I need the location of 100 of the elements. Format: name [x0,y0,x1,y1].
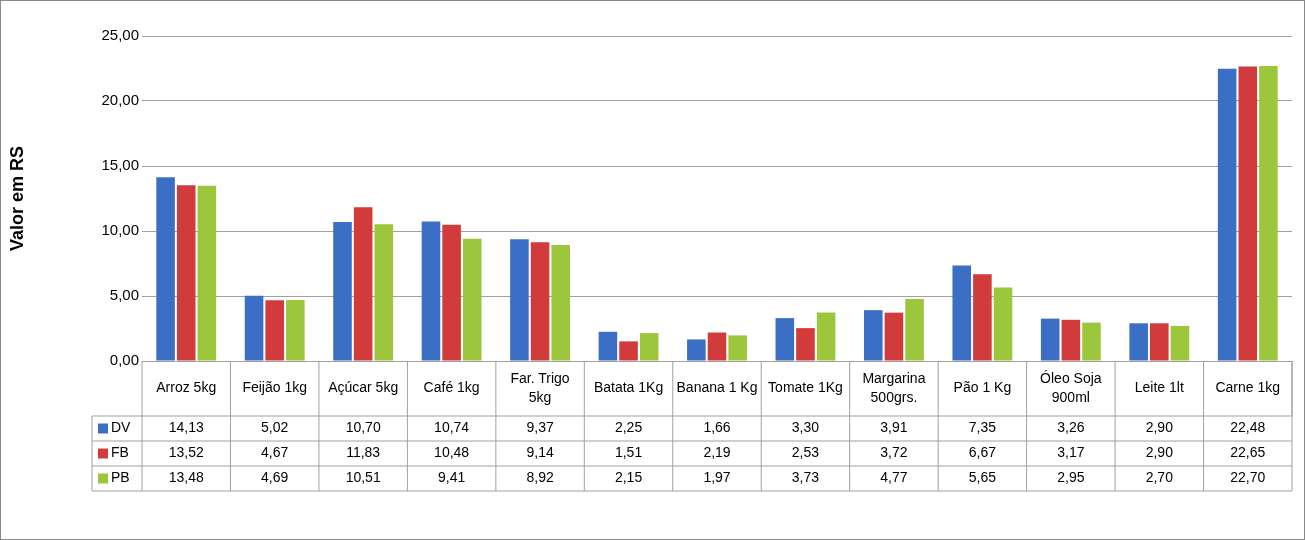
y-tick-label: 20,00 [101,91,139,109]
bar [333,221,352,361]
x-tick-label: Far. Trigo 5kg [510,369,570,405]
data-label: 10,74 [434,419,470,436]
bar [619,341,638,361]
data-label: 3,26 [1057,419,1085,436]
bar [728,335,747,361]
legend-label: DV [111,419,132,436]
data-label: 8,92 [526,469,554,486]
bar [598,331,618,361]
data-label: 9,37 [526,419,554,436]
bar [816,312,836,361]
data-label: 1,97 [703,469,731,486]
data-label: 3,17 [1057,444,1085,461]
data-label: 2,53 [791,444,820,461]
bar [374,224,394,361]
data-label: 2,15 [614,469,643,486]
data-label: 1,51 [614,444,643,461]
bar [1082,322,1101,361]
data-label: 13,48 [168,469,204,486]
x-tick-label: Óleo Soja 900ml [1040,369,1102,405]
data-label: 10,70 [345,419,381,436]
bar [510,239,529,361]
bar [353,207,373,361]
bar [863,310,883,361]
data-label: 5,02 [261,419,289,436]
bar [993,287,1013,361]
bar [286,300,305,361]
data-label: 4,69 [261,469,289,486]
x-tick-label: Leite 1lt [1134,379,1184,396]
data-label: 2,25 [614,419,643,436]
bar [1061,319,1081,361]
data-label: 9,41 [437,469,466,486]
bar [265,300,284,361]
data-label: 2,70 [1145,469,1174,486]
bar [884,312,904,361]
y-tick-label: 0,00 [109,351,139,369]
bar [639,333,659,361]
y-axis-title: Valor em RS [6,145,27,252]
bar [707,332,727,361]
data-label: 7,35 [968,419,997,436]
data-label: 13,52 [168,444,204,461]
x-tick-label: Pão 1 Kg [953,379,1012,396]
data-label: 6,67 [968,444,997,461]
bar [176,185,196,361]
legend-label: PB [111,469,130,486]
bar [244,295,264,361]
x-tick-label: Tomate 1Kg [768,379,843,396]
x-tick-label: Feijão 1kg [242,379,307,396]
data-label: 3,72 [880,444,908,461]
data-label: 22,65 [1230,444,1266,461]
data-label: 2,90 [1145,444,1174,461]
bar [1150,323,1169,361]
x-tick-label: Café 1kg [423,379,480,396]
bar [442,224,461,361]
bar [952,265,972,361]
bar [1259,65,1278,361]
data-label: 11,83 [346,444,381,461]
bar [796,328,815,361]
y-tick-label: 5,00 [109,286,139,304]
data-label: 2,90 [1145,419,1174,436]
bar [551,245,571,361]
data-label: 4,67 [261,444,289,461]
data-label: 10,48 [434,444,470,461]
bar [775,318,795,361]
bar [1238,66,1258,361]
bar [687,339,706,361]
bar [530,242,550,361]
bar [905,298,924,361]
data-label: 10,51 [345,469,381,486]
bar [1170,325,1190,361]
bar [197,185,217,361]
bar [421,221,441,361]
data-label: 2,19 [703,444,731,461]
data-label: 3,30 [791,419,820,436]
bar [973,274,992,361]
bar [1217,68,1237,361]
y-tick-label: 15,00 [101,156,139,174]
x-tick-label: Arroz 5kg [156,379,217,396]
data-label: 5,65 [968,469,997,486]
data-label: 4,77 [880,469,908,486]
bar [1040,318,1060,361]
data-label: 1,66 [703,419,731,436]
y-tick-label: 25,00 [101,26,139,44]
bar [462,238,482,361]
data-label: 3,73 [791,469,820,486]
x-tick-label: Margarina 500grs. [862,369,926,405]
x-tick-label: Batata 1Kg [593,379,664,396]
data-label: 22,48 [1230,419,1266,436]
data-label: 14,13 [168,419,204,436]
x-tick-label: Banana 1 Kg [676,379,758,396]
x-tick-label: Carne 1kg [1215,379,1281,396]
legend-label: FB [111,444,129,461]
data-label: 3,91 [880,419,908,436]
x-tick-label: Açúcar 5kg [328,379,399,396]
data-label: 2,95 [1057,469,1085,486]
y-tick-label: 10,00 [101,221,139,239]
bar [1129,323,1148,361]
bar [156,177,175,361]
data-label: 9,14 [526,444,554,461]
